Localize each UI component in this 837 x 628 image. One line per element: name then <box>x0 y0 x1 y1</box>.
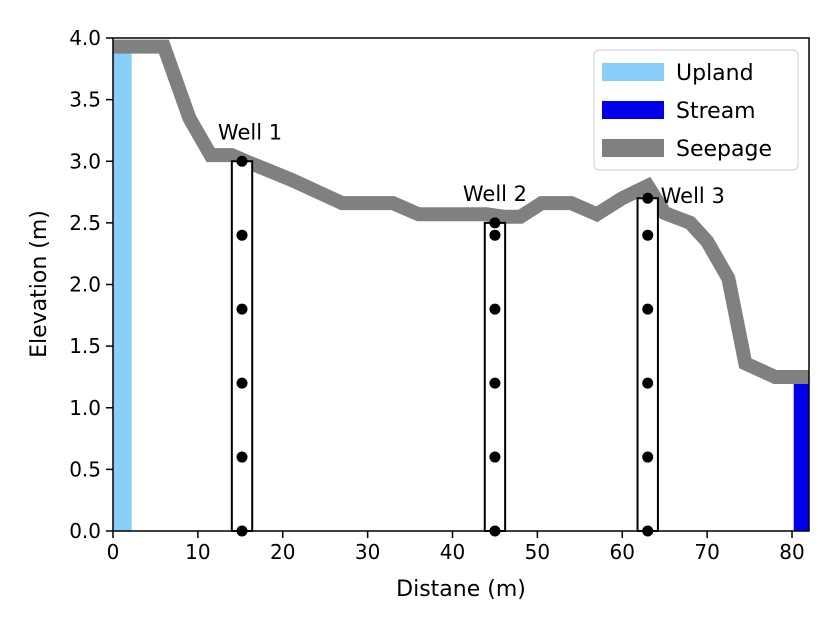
x-tick-label: 60 <box>610 540 635 564</box>
x-tick-label: 0 <box>107 540 120 564</box>
well-2-label: Well 2 <box>463 182 527 206</box>
axes: 0 10 20 30 40 50 60 70 80 0.0 0.5 1.0 1.5 2.0 2.5 3.0 3.… <box>69 26 810 564</box>
well-1-sample-point <box>236 377 248 389</box>
legend-swatch-stream <box>602 101 664 119</box>
x-tick-label: 20 <box>270 540 295 564</box>
y-tick-label: 2.5 <box>69 211 101 235</box>
legend-label-seepage: Seepage <box>676 137 772 162</box>
well-1-label: Well 1 <box>218 120 282 144</box>
well-3-sample-point <box>642 303 654 315</box>
y-tick-label: 2.0 <box>69 273 101 297</box>
y-tick-label: 1.0 <box>69 396 101 420</box>
well-1-sample-point <box>236 303 248 315</box>
x-axis-title: Distane (m) <box>396 577 526 602</box>
well-3-sample-point <box>642 377 654 389</box>
legend-label-upland: Upland <box>676 61 754 86</box>
y-axis-title: Elevation (m) <box>27 210 52 358</box>
y-tick-label: 3.0 <box>69 149 101 173</box>
well-2-casing <box>483 221 507 532</box>
well-1-sample-point <box>236 229 248 241</box>
plot-area: Well 1 Well 2 Well 3 <box>113 39 809 537</box>
x-tick-label: 10 <box>185 540 210 564</box>
well-2-sample-point <box>489 451 501 463</box>
x-tick-label: 30 <box>355 540 380 564</box>
well-2-sample-point <box>489 303 501 315</box>
y-tick-label: 0.0 <box>69 519 101 543</box>
well-3-sample-point <box>642 229 654 241</box>
well-3-sample-point <box>642 451 654 463</box>
y-tick-label: 1.5 <box>69 334 101 358</box>
x-tick-label: 80 <box>779 540 804 564</box>
well-3-sample-point <box>642 192 654 204</box>
well-1-sample-point <box>236 155 248 167</box>
well-2-sample-point <box>489 229 501 241</box>
y-tick-label: 3.5 <box>69 88 101 112</box>
well-2-sample-point <box>489 217 501 229</box>
well-3-label: Well 3 <box>661 184 725 208</box>
seepage-line <box>113 39 809 384</box>
legend-swatch-seepage <box>602 139 664 157</box>
y-tick-label: 4.0 <box>69 26 101 50</box>
y-tick-label: 0.5 <box>69 457 101 481</box>
x-tick-label: 70 <box>694 540 719 564</box>
legend-swatch-upland <box>602 63 664 81</box>
upland-bar <box>113 46 132 531</box>
x-tick-label: 40 <box>440 540 465 564</box>
well-1-casing <box>230 160 254 532</box>
x-tick-label: 50 <box>525 540 550 564</box>
stream-bar <box>793 376 809 531</box>
well-3-casing <box>636 197 659 532</box>
legend-label-stream: Stream <box>676 99 756 124</box>
well-1-sample-point <box>236 451 248 463</box>
legend: Upland Stream Seepage <box>593 49 799 171</box>
well-2-sample-point <box>489 377 501 389</box>
